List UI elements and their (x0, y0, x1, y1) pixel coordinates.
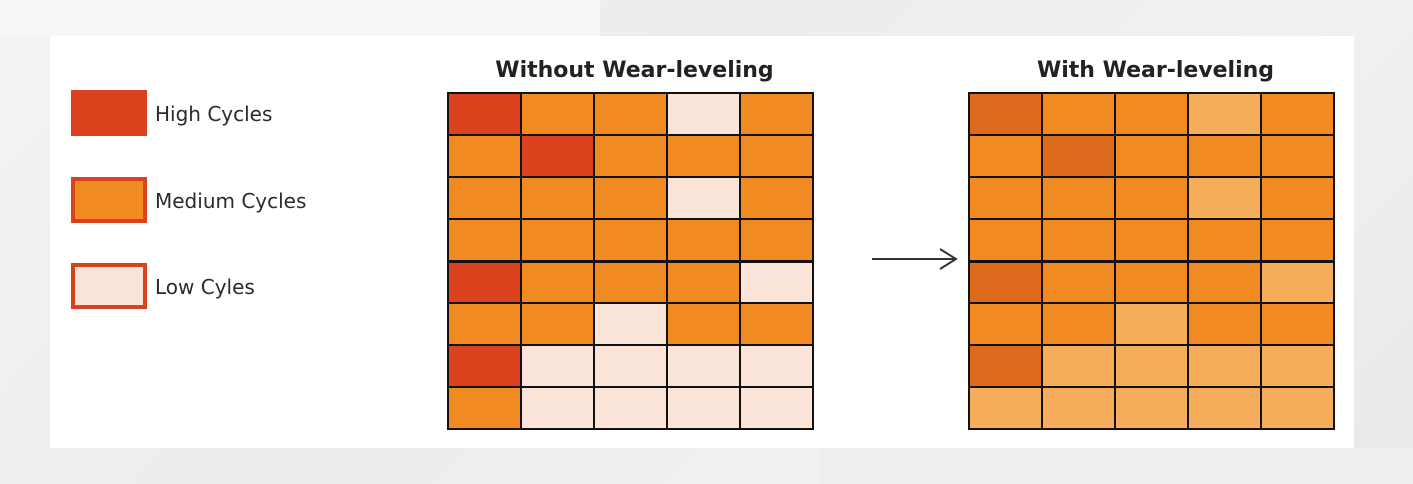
block-cell (593, 176, 666, 218)
block-cell (1114, 92, 1187, 134)
block-cell (968, 260, 1041, 302)
block-cell (666, 302, 739, 344)
block-cell (447, 302, 520, 344)
legend-swatch-low (71, 263, 147, 309)
legend-item-high: High Cycles (71, 90, 371, 136)
legend-swatch-medium (71, 177, 147, 223)
block-cell (739, 260, 812, 302)
block-cell (1041, 344, 1114, 386)
block-cell (447, 260, 520, 302)
with-wear-leveling-grid (968, 92, 1335, 430)
block-cell (739, 92, 812, 134)
block-cell (968, 302, 1041, 344)
block-cell (447, 218, 520, 260)
block-cell (666, 134, 739, 176)
legend-swatch-high (71, 90, 147, 136)
legend-item-medium: Medium Cycles (71, 177, 371, 223)
block-cell (666, 176, 739, 218)
block-cell (593, 302, 666, 344)
block-cell (739, 176, 812, 218)
block-cell (1114, 344, 1187, 386)
block-cell (1041, 176, 1114, 218)
block-cell (1041, 92, 1114, 134)
without-wear-leveling-grid (447, 92, 814, 430)
block-cell (1260, 302, 1333, 344)
block-cell (1187, 344, 1260, 386)
block-cell (1187, 176, 1260, 218)
diagram-panel: High Cycles Medium Cycles Low Cyles With… (50, 36, 1354, 448)
block-cell (1187, 92, 1260, 134)
block-cell (739, 134, 812, 176)
without-wear-leveling-title: Without Wear-leveling (495, 58, 774, 83)
with-wear-leveling-title: With Wear-leveling (1036, 58, 1275, 83)
block-cell (520, 386, 593, 428)
background-facet (0, 0, 600, 36)
legend-label: High Cycles (155, 102, 273, 126)
block-cell (1041, 386, 1114, 428)
block-cell (520, 134, 593, 176)
block-cell (1260, 92, 1333, 134)
block-cell (1260, 176, 1333, 218)
block-cell (593, 218, 666, 260)
block-cell (666, 260, 739, 302)
legend-label: Low Cyles (155, 275, 255, 299)
block-cell (1041, 218, 1114, 260)
block-cell (1187, 260, 1260, 302)
block-cell (666, 218, 739, 260)
block-cell (968, 386, 1041, 428)
block-cell (1260, 344, 1333, 386)
block-cell (1114, 386, 1187, 428)
block-cell (520, 176, 593, 218)
legend-label: Medium Cycles (155, 189, 307, 213)
block-cell (1114, 218, 1187, 260)
block-cell (1187, 134, 1260, 176)
block-cell (447, 176, 520, 218)
block-cell (520, 302, 593, 344)
block-cell (1114, 260, 1187, 302)
block-cell (968, 344, 1041, 386)
block-cell (1114, 302, 1187, 344)
block-cell (739, 386, 812, 428)
block-cell (739, 218, 812, 260)
block-cell (968, 218, 1041, 260)
legend-item-low: Low Cyles (71, 263, 371, 309)
block-cell (739, 344, 812, 386)
block-cell (666, 344, 739, 386)
block-cell (1260, 134, 1333, 176)
block-cell (447, 134, 520, 176)
block-cell (1260, 386, 1333, 428)
block-cell (968, 92, 1041, 134)
block-cell (593, 260, 666, 302)
block-cell (593, 92, 666, 134)
block-cell (1187, 302, 1260, 344)
block-cell (520, 218, 593, 260)
block-cell (593, 386, 666, 428)
block-cell (1260, 218, 1333, 260)
background-facet (820, 448, 1413, 484)
block-cell (1187, 218, 1260, 260)
block-cell (520, 344, 593, 386)
block-cell (968, 176, 1041, 218)
block-cell (1041, 302, 1114, 344)
block-cell (520, 260, 593, 302)
block-cell (447, 386, 520, 428)
block-cell (1114, 134, 1187, 176)
block-cell (520, 92, 593, 134)
block-cell (1114, 176, 1187, 218)
block-cell (1041, 260, 1114, 302)
block-cell (666, 92, 739, 134)
block-cell (968, 134, 1041, 176)
block-cell (447, 344, 520, 386)
right-arrow-icon (872, 248, 958, 270)
block-cell (666, 386, 739, 428)
block-cell (447, 92, 520, 134)
block-cell (1187, 386, 1260, 428)
block-cell (1041, 134, 1114, 176)
block-cell (593, 134, 666, 176)
block-cell (593, 344, 666, 386)
block-cell (1260, 260, 1333, 302)
block-cell (739, 302, 812, 344)
